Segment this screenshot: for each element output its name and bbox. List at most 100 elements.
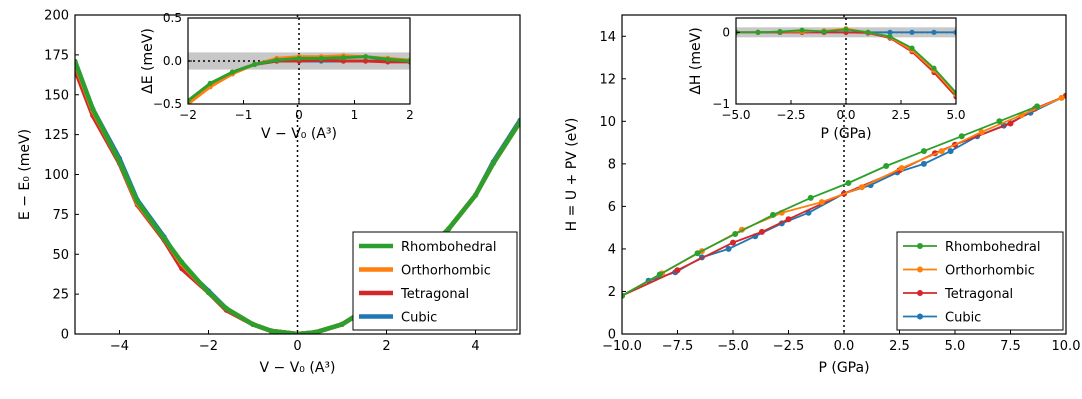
right-main-series-rhombohedral-point <box>656 271 663 278</box>
left-main-series-rhombohedral-point <box>179 259 185 265</box>
right-main-legend: Rhombohedral Orthorhombic Tetragonal Cubic <box>896 231 1064 331</box>
right-inset-series-rhombohedral-point <box>777 29 783 35</box>
left-main-ytick-label: 200 <box>44 9 69 24</box>
right-main-legend-marker-orthorhombic <box>917 266 923 273</box>
right-main-xtick-label: 7.5 <box>1000 339 1021 354</box>
right-inset-ytick-label: 0 <box>722 26 730 40</box>
left-inset-panel: −2 −1 0 1 2 −0.5 0.0 0.5 V − V₀ (A³) ΔE (meV) <box>140 11 414 142</box>
left-inset-ytick-label: −0.5 <box>153 97 182 111</box>
right-inset-ytick-label: −1 <box>712 97 730 111</box>
left-main-series-rhombohedral-point <box>517 119 520 125</box>
left-inset-xtick-label: 0 <box>295 108 303 122</box>
right-main-legend-box <box>896 231 1064 331</box>
right-main-xtick-label: 0.0 <box>834 339 855 354</box>
right-main-legend-marker-rhombohedral <box>917 243 923 249</box>
right-main-legend-marker-tetragonal <box>917 290 923 296</box>
left-main-ytick-label: 75 <box>52 208 69 223</box>
right-main-ytick-label: 2 <box>608 285 616 300</box>
left-main-legend-label-orthorhombic: Orthorhombic <box>401 264 491 279</box>
left-main-series-rhombohedral-point <box>223 305 229 312</box>
right-main-series-tetragonal-point <box>758 228 765 235</box>
right-inset-series-cubic-point <box>953 29 956 35</box>
left-inset-ytick-label: 0.0 <box>163 54 182 68</box>
right-main-series-rhombohedral-point <box>920 148 927 155</box>
right-inset-series-cubic-point <box>909 29 915 35</box>
left-main-ytick-label: 175 <box>44 48 69 63</box>
left-main-legend-label-tetragonal: Tetragonal <box>400 287 469 302</box>
right-main-series-tetragonal-point <box>730 239 736 246</box>
right-main-series-rhombohedral-point <box>996 118 1003 125</box>
left-main-legend-box <box>352 231 518 331</box>
left-inset-series-rhombohedral-point <box>188 98 191 104</box>
left-inset-series-rhombohedral-point <box>340 55 346 61</box>
right-main-series-orthorhombic-point <box>1058 94 1065 101</box>
right-inset-series-cubic-point <box>887 29 893 35</box>
right-main-series-cubic-point <box>725 245 732 252</box>
left-main-y-axis-label: E − E₀ (meV) <box>17 129 33 220</box>
left-main-series-rhombohedral-point <box>312 329 318 334</box>
right-main-series-rhombohedral-point <box>807 194 814 201</box>
left-inset-series-rhombohedral-point <box>296 55 302 62</box>
right-main-series-orthorhombic-point <box>818 199 825 206</box>
right-main-series-rhombohedral-point <box>883 163 890 169</box>
right-inset-xtick-label: 2.5 <box>891 108 910 122</box>
left-main-series-rhombohedral-point <box>205 289 212 296</box>
left-main-ytick-label: 50 <box>52 248 69 263</box>
right-main-xtick-label: 10.0 <box>1052 339 1081 354</box>
left-inset-xtick-label: 2 <box>406 108 414 122</box>
right-inset-series-rhombohedral-point <box>909 45 915 51</box>
right-main-series-rhombohedral-point <box>770 211 776 218</box>
right-main-series-rhombohedral-point <box>1034 103 1041 110</box>
right-main-xtick-label: −5.0 <box>717 339 749 354</box>
left-main-xtick-label: 4 <box>471 339 479 354</box>
right-main-legend-label-rhombohedral: Rhombohedral <box>945 240 1041 255</box>
right-inset-xtick-label: −2.5 <box>776 108 805 122</box>
right-main-series-orthorhombic-point <box>898 165 905 172</box>
right-inset-panel: −5.0 −2.5 0.0 2.5 5.0 −1 0 P (GPa) ΔH (meV) <box>688 17 966 142</box>
right-main-series-rhombohedral-point <box>622 292 625 299</box>
right-main-panel: −10.0 −7.5 −5.0 −2.5 0.0 2.5 5.0 7.5 10.00246810… <box>564 14 1081 376</box>
left-inset-y-axis-label: ΔE (meV) <box>140 28 156 94</box>
right-main-xtick-label: −10.0 <box>602 339 642 354</box>
left-main-ytick-label: 125 <box>44 128 69 143</box>
right-main-series-cubic-point <box>947 148 954 155</box>
left-main-series-rhombohedral-point <box>116 159 123 165</box>
right-main-xtick-label: 5.0 <box>945 339 966 354</box>
right-main-ytick-label: 8 <box>608 157 616 172</box>
right-inset-xtick-label: 5.0 <box>946 108 965 122</box>
right-main-series-rhombohedral-line <box>622 105 1038 297</box>
right-main-ytick-label: 4 <box>608 242 616 257</box>
left-main-series-rhombohedral-point <box>268 328 274 334</box>
right-main-legend-label-cubic: Cubic <box>945 311 981 326</box>
right-main-xtick-label: 2.5 <box>889 339 910 354</box>
left-inset-series-rhombohedral-point <box>274 57 280 63</box>
left-main-series-rhombohedral-point <box>134 199 140 205</box>
left-main-series-rhombohedral-point <box>90 106 96 112</box>
right-inset-y-axis-label: ΔH (meV) <box>688 27 704 94</box>
right-main-series-rhombohedral-point <box>958 133 965 140</box>
right-main-series-orthorhombic-point <box>938 148 945 155</box>
left-main-series-rhombohedral-point <box>339 321 345 327</box>
left-main-xtick-label: −4 <box>110 339 129 354</box>
left-main-series-rhombohedral-point <box>75 58 78 64</box>
left-main-xtick-label: −2 <box>199 339 218 354</box>
left-main-series-rhombohedral-point <box>161 235 167 241</box>
right-inset-plot-area <box>736 18 956 104</box>
left-inset-series-rhombohedral-point <box>252 61 258 67</box>
left-main-legend-label-cubic: Cubic <box>401 311 437 326</box>
right-main-legend-marker-cubic <box>917 313 923 320</box>
right-main-y-axis-label: H = U + PV (eV) <box>564 118 580 232</box>
right-main-x-axis-label: P (GPa) <box>818 360 869 376</box>
left-inset-plot-area <box>188 18 410 104</box>
right-main-series-rhombohedral-point <box>845 180 852 186</box>
right-main-series-orthorhombic-point <box>978 129 985 135</box>
right-main-plot-area <box>622 15 1066 334</box>
left-main-xtick-label: 0 <box>293 339 301 354</box>
left-inset-xtick-label: 1 <box>351 108 359 122</box>
left-main-series-rhombohedral-point <box>446 226 452 232</box>
right-inset-xtick-label: 0.0 <box>836 108 855 122</box>
left-main-ytick-label: 100 <box>44 168 69 183</box>
left-inset-series-rhombohedral-point <box>363 54 369 60</box>
